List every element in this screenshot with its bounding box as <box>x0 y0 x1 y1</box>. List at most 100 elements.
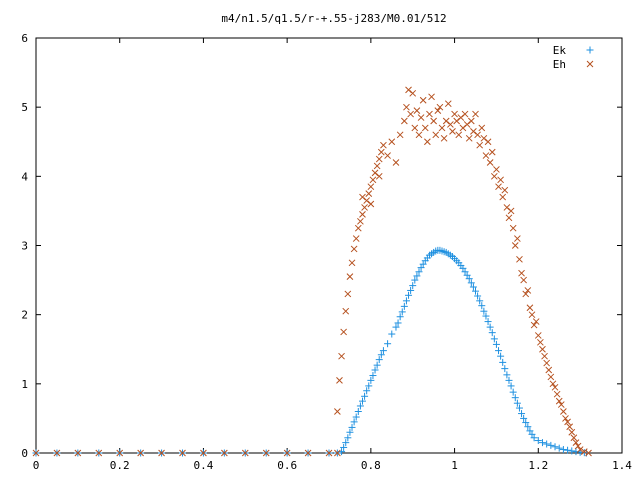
y-tick-label: 5 <box>21 101 28 114</box>
ek-point <box>348 423 356 431</box>
eh-point <box>572 439 580 446</box>
eh-point <box>365 190 373 197</box>
eh-point <box>403 103 410 111</box>
x-tick-label: 0.6 <box>277 459 297 472</box>
eh-point <box>503 204 511 211</box>
ek-point <box>413 272 421 280</box>
ek-point <box>467 279 475 287</box>
ek-point <box>384 340 392 348</box>
ek-point <box>490 335 498 343</box>
ek-point <box>405 291 413 299</box>
eh-point <box>461 110 469 118</box>
eh-point <box>424 138 431 146</box>
eh-point <box>338 352 345 360</box>
eh-point <box>484 138 492 146</box>
ek-point <box>361 392 369 400</box>
eh-point <box>434 107 442 114</box>
x-tick-label: 0.4 <box>193 459 213 472</box>
chart-title: m4/n1.5/q1.5/r-+.55-j283/M0.01/512 <box>221 12 446 25</box>
y-tick-label: 4 <box>21 170 28 183</box>
eh-point <box>470 128 477 135</box>
eh-point <box>541 352 548 360</box>
eh-point <box>557 401 565 408</box>
eh-point <box>526 304 534 312</box>
ek-point <box>486 323 494 331</box>
eh-point <box>585 449 592 457</box>
ek-point <box>555 444 563 452</box>
eh-point <box>179 449 186 457</box>
eh-point <box>545 366 553 374</box>
eh-point <box>511 242 519 249</box>
ek-point <box>551 443 559 451</box>
eh-point <box>453 117 461 125</box>
ek-point <box>564 446 572 454</box>
ek-point <box>522 419 530 427</box>
eh-point <box>388 138 396 146</box>
eh-point <box>549 380 557 388</box>
eh-point <box>476 141 484 149</box>
eh-point <box>371 169 379 177</box>
eh-point <box>507 207 515 215</box>
ek-point <box>388 330 396 338</box>
ek-point <box>363 387 371 395</box>
eh-point <box>375 172 383 180</box>
eh-point <box>426 110 433 118</box>
legend-marker-ek <box>586 46 594 54</box>
eh-point <box>396 131 404 139</box>
ek-point <box>503 371 511 379</box>
ek-point <box>369 372 377 380</box>
eh-point <box>367 183 375 191</box>
eh-point <box>480 134 488 142</box>
eh-point <box>534 332 542 339</box>
y-tick-label: 3 <box>21 240 28 253</box>
eh-point <box>514 235 521 242</box>
eh-point <box>283 449 291 457</box>
ek-point <box>352 413 360 421</box>
eh-point <box>442 117 450 125</box>
eh-point <box>560 408 567 415</box>
ek-point <box>513 399 521 407</box>
x-tick-label: 1.2 <box>528 459 548 472</box>
eh-point <box>357 217 364 225</box>
ek-point <box>367 376 375 384</box>
eh-point <box>334 408 341 415</box>
eh-point <box>547 373 555 381</box>
eh-point <box>200 449 207 457</box>
eh-point <box>438 124 446 132</box>
eh-point <box>522 290 530 298</box>
eh-point <box>539 345 546 353</box>
ek-point <box>371 366 379 374</box>
eh-point <box>363 197 371 204</box>
eh-point <box>373 162 381 170</box>
eh-point <box>342 307 350 315</box>
eh-point <box>369 176 377 184</box>
eh-point <box>421 124 429 132</box>
eh-point <box>551 383 559 391</box>
eh-point <box>499 193 507 201</box>
eh-point <box>455 131 463 139</box>
eh-point <box>457 114 465 121</box>
series-layer <box>32 86 592 457</box>
eh-point <box>359 211 366 218</box>
ek-point <box>342 439 350 447</box>
plot-border <box>35 37 623 454</box>
eh-point <box>428 93 435 101</box>
eh-point <box>32 449 40 457</box>
eh-point <box>580 448 588 455</box>
x-tick-label: 0 <box>33 459 40 472</box>
eh-point <box>405 86 412 94</box>
eh-point <box>555 397 563 405</box>
eh-point <box>574 442 582 450</box>
ek-point <box>407 286 415 294</box>
eh-point <box>497 176 504 184</box>
tick-labels: 0 0.2 0.4 0.6 0.8 1 1.2 1.4 0 1 2 3 4 5 6 <box>21 32 632 472</box>
eh-point <box>380 141 387 149</box>
ek-point <box>543 440 551 448</box>
ek-point <box>509 388 517 396</box>
eh-point <box>472 110 479 118</box>
y-tick-label: 0 <box>21 447 28 460</box>
eh-point <box>417 114 425 121</box>
eh-point <box>543 359 551 367</box>
ek-point <box>568 447 576 455</box>
